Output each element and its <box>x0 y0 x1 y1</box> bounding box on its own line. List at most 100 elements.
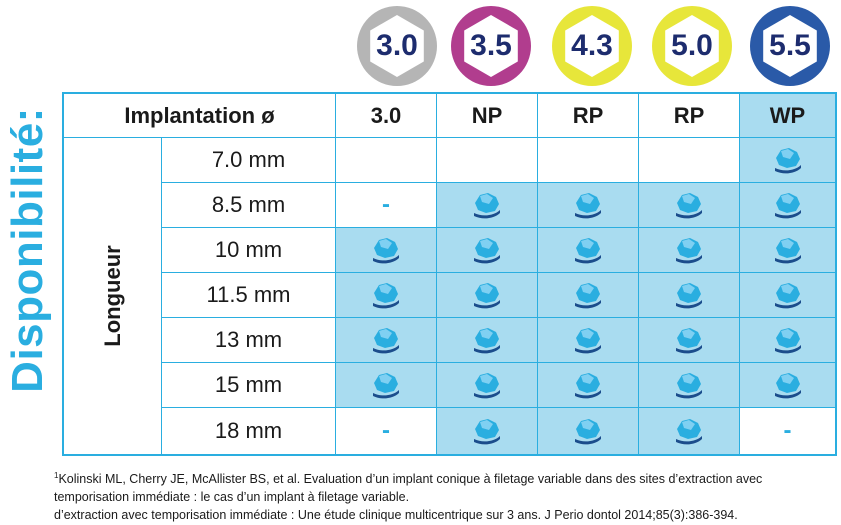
tooth-icon <box>676 238 702 264</box>
badge-label: 3.5 <box>470 29 512 62</box>
availability-cell <box>538 138 639 183</box>
availability-cell <box>740 228 835 273</box>
tooth-icon <box>474 373 500 399</box>
tooth-icon <box>575 238 601 264</box>
length-cell: 8.5 mm <box>162 183 336 228</box>
badge-label: 5.0 <box>671 29 713 62</box>
availability-cell <box>639 228 740 273</box>
availability-cell <box>740 183 835 228</box>
diameter-badge: 3.5 <box>449 4 533 88</box>
tooth-icon <box>474 238 500 264</box>
availability-cell: - <box>336 408 437 454</box>
diameter-badges: 3.0 3.5 4.3 5.0 5.5 <box>355 4 837 88</box>
tooth-icon <box>474 283 500 309</box>
length-cell: 7.0 mm <box>162 138 336 183</box>
length-cell: 15 mm <box>162 363 336 408</box>
column-header-label: WP <box>769 102 806 128</box>
tooth-icon <box>575 193 601 219</box>
footnote-line-1: Kolinski ML, Cherry JE, McAllister BS, e… <box>58 472 763 487</box>
tooth-icon <box>575 328 601 354</box>
hexagon-badge-icon <box>652 6 732 86</box>
availability-cell <box>639 138 740 183</box>
length-cell: 11.5 mm <box>162 273 336 318</box>
unavailable-dash: - <box>382 417 390 444</box>
length-label: 18 mm <box>214 418 283 443</box>
diameter-badge: 5.5 <box>748 4 832 88</box>
badge-label: 5.5 <box>769 29 811 62</box>
length-label: 15 mm <box>214 372 283 397</box>
diameter-badge: 4.3 <box>550 4 634 88</box>
availability-cell <box>336 273 437 318</box>
availability-cell <box>437 363 538 408</box>
unavailable-dash: - <box>382 191 390 218</box>
column-header: 3.0 <box>336 94 437 138</box>
diameter-badge: 5.0 <box>650 4 734 88</box>
availability-table: Implantation ø 3.0 NP RP RP WP Longueur 7.0 mm 8… <box>62 92 837 456</box>
availability-cell <box>336 363 437 408</box>
badge-label: 4.3 <box>571 29 613 62</box>
availability-cell <box>740 273 835 318</box>
tooth-icon <box>774 373 801 399</box>
hexagon-badge-icon <box>451 6 531 86</box>
length-label: 10 mm <box>214 237 283 262</box>
length-cell: 10 mm <box>162 228 336 273</box>
availability-cell <box>538 273 639 318</box>
availability-cell <box>740 363 835 408</box>
column-header-label: 3.0 <box>370 102 402 128</box>
badge-label: 3.0 <box>376 29 418 62</box>
availability-cell <box>538 318 639 363</box>
availability-cell <box>740 138 835 183</box>
tooth-icon <box>676 193 702 219</box>
column-header: RP <box>538 94 639 138</box>
length-cell: 18 mm <box>162 408 336 454</box>
column-header-label: RP <box>572 102 604 128</box>
tooth-icon <box>774 238 801 264</box>
availability-cell: - <box>336 183 437 228</box>
availability-cell <box>437 228 538 273</box>
tooth-icon <box>774 328 801 354</box>
row-group-label: Longueur <box>64 138 162 454</box>
tooth-icon <box>373 373 399 399</box>
footnote-marker: 1 <box>54 471 59 480</box>
tooth-icon <box>676 283 702 309</box>
availability-cell <box>639 273 740 318</box>
availability-cell <box>639 183 740 228</box>
availability-cell <box>437 408 538 454</box>
footnote: 1Kolinski ML, Cherry JE, McAllister BS, … <box>54 467 834 524</box>
footnote-line-3: d’extraction avec temporisation immédiat… <box>54 508 738 523</box>
availability-cell <box>639 363 740 408</box>
column-header: WP <box>740 94 835 138</box>
length-label: 8.5 mm <box>211 192 286 217</box>
availability-cell <box>538 408 639 454</box>
tooth-icon <box>575 373 601 399</box>
header-label: Implantation ø <box>64 94 336 138</box>
availability-cell <box>437 273 538 318</box>
footnote-line-2: temporisation immédiate : le cas d’un im… <box>54 490 410 505</box>
availability-cell <box>437 138 538 183</box>
column-header: NP <box>437 94 538 138</box>
tooth-icon <box>774 283 801 309</box>
tooth-icon <box>575 419 601 445</box>
availability-cell <box>437 318 538 363</box>
tooth-icon <box>676 373 702 399</box>
availability-cell <box>336 228 437 273</box>
availability-cell: - <box>740 408 835 454</box>
tooth-icon <box>774 148 801 174</box>
length-label: 7.0 mm <box>211 147 286 172</box>
availability-cell <box>740 318 835 363</box>
length-label: 11.5 mm <box>206 282 291 307</box>
availability-cell <box>437 183 538 228</box>
hexagon-badge-icon <box>357 6 437 86</box>
column-header-label: NP <box>471 102 503 128</box>
side-title: Disponibilité: <box>3 107 52 393</box>
availability-cell <box>538 183 639 228</box>
tooth-icon <box>676 419 702 445</box>
availability-cell <box>336 318 437 363</box>
tooth-icon <box>373 238 399 264</box>
header-label-text: Implantation ø <box>124 102 275 128</box>
availability-cell <box>336 138 437 183</box>
length-cell: 13 mm <box>162 318 336 363</box>
hexagon-badge-icon <box>552 6 632 86</box>
unavailable-dash: - <box>783 417 792 444</box>
availability-cell <box>639 318 740 363</box>
